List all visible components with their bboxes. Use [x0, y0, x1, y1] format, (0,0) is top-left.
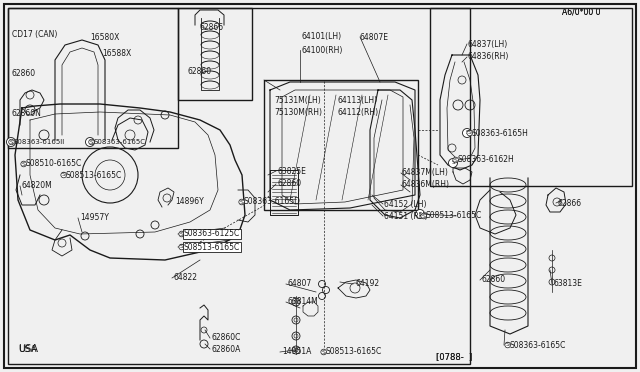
- Text: S: S: [465, 131, 468, 135]
- Text: S08363-6165H: S08363-6165H: [472, 128, 529, 138]
- Text: S08513-6165C: S08513-6165C: [184, 243, 240, 251]
- Text: 64151 (RH): 64151 (RH): [384, 212, 428, 221]
- Text: 75131M(LH): 75131M(LH): [274, 96, 321, 105]
- Text: 14957Y: 14957Y: [80, 214, 109, 222]
- Text: S08510-6165C: S08510-6165C: [26, 160, 82, 169]
- Text: S: S: [419, 212, 422, 217]
- Text: S: S: [322, 350, 326, 355]
- Circle shape: [6, 138, 15, 147]
- Text: S: S: [451, 160, 455, 166]
- Text: USA: USA: [18, 344, 38, 354]
- Text: S: S: [422, 214, 426, 218]
- Text: 64822: 64822: [174, 273, 198, 282]
- Text: S08513-6165C: S08513-6165C: [326, 347, 382, 356]
- Text: 14896Y: 14896Y: [175, 198, 204, 206]
- Text: 62860N: 62860N: [12, 109, 42, 119]
- Text: [0788-  ]: [0788- ]: [436, 353, 472, 362]
- Text: S08363-6165C: S08363-6165C: [510, 340, 566, 350]
- Text: 64100(RH): 64100(RH): [302, 45, 344, 55]
- Text: S: S: [10, 140, 13, 144]
- Text: 64836M(RH): 64836M(RH): [402, 180, 450, 189]
- Text: S08513-6165C: S08513-6165C: [426, 212, 482, 221]
- Text: 75130M(RH): 75130M(RH): [274, 109, 322, 118]
- Text: 62860A: 62860A: [212, 344, 241, 353]
- Text: A6/0*00 0: A6/0*00 0: [562, 7, 600, 16]
- Text: 63825E: 63825E: [278, 167, 307, 176]
- Text: S: S: [506, 343, 509, 347]
- Text: [0788-  ]: [0788- ]: [436, 353, 472, 362]
- Text: S08513-6165C: S08513-6165C: [66, 170, 122, 180]
- Text: S: S: [22, 161, 26, 167]
- Text: 64807: 64807: [288, 279, 312, 289]
- Text: 62860: 62860: [188, 67, 212, 77]
- Text: S08363-6165II: S08363-6165II: [13, 139, 65, 145]
- Circle shape: [86, 138, 95, 147]
- Text: S: S: [240, 199, 244, 205]
- Text: 16588X: 16588X: [102, 49, 131, 58]
- Text: 62860C: 62860C: [212, 334, 241, 343]
- Text: 14951A: 14951A: [282, 347, 312, 356]
- Text: S: S: [88, 140, 92, 144]
- Text: USA: USA: [18, 344, 36, 353]
- Text: S08363-6165C: S08363-6165C: [93, 139, 145, 145]
- Text: S08363-6165D: S08363-6165D: [244, 198, 301, 206]
- Text: 64820M: 64820M: [22, 182, 52, 190]
- Text: A6/0*00 0: A6/0*00 0: [562, 7, 600, 16]
- Circle shape: [463, 128, 472, 138]
- Circle shape: [415, 209, 424, 218]
- Text: 64837M(LH): 64837M(LH): [402, 169, 449, 177]
- Text: 62866: 62866: [200, 23, 224, 32]
- Text: 64101(LH): 64101(LH): [302, 32, 342, 42]
- Text: 16580X: 16580X: [90, 33, 120, 42]
- Text: S: S: [61, 173, 66, 177]
- Text: S: S: [468, 131, 472, 135]
- Text: 62866: 62866: [558, 199, 582, 208]
- Text: 64837(LH): 64837(LH): [468, 39, 508, 48]
- Text: S: S: [9, 140, 13, 144]
- Text: 62860: 62860: [278, 180, 302, 189]
- Text: 64192: 64192: [356, 279, 380, 289]
- Text: S: S: [180, 231, 184, 237]
- Text: S: S: [454, 157, 458, 163]
- Text: 63813E: 63813E: [554, 279, 583, 289]
- Circle shape: [449, 158, 458, 167]
- Text: 64807E: 64807E: [360, 32, 389, 42]
- Text: S08363-6125C: S08363-6125C: [184, 230, 240, 238]
- Text: 62860: 62860: [482, 276, 506, 285]
- Text: S: S: [180, 244, 184, 250]
- Text: 62860: 62860: [12, 70, 36, 78]
- Text: 64836(RH): 64836(RH): [468, 52, 509, 61]
- Text: CD17 (CAN): CD17 (CAN): [12, 29, 58, 38]
- Text: S08363-6162H: S08363-6162H: [458, 155, 515, 164]
- Text: 64113(LH): 64113(LH): [338, 96, 378, 105]
- Text: S: S: [90, 140, 93, 144]
- Text: 63814M: 63814M: [288, 298, 319, 307]
- Text: 64152 (LH): 64152 (LH): [384, 199, 426, 208]
- Text: 64112(RH): 64112(RH): [338, 109, 379, 118]
